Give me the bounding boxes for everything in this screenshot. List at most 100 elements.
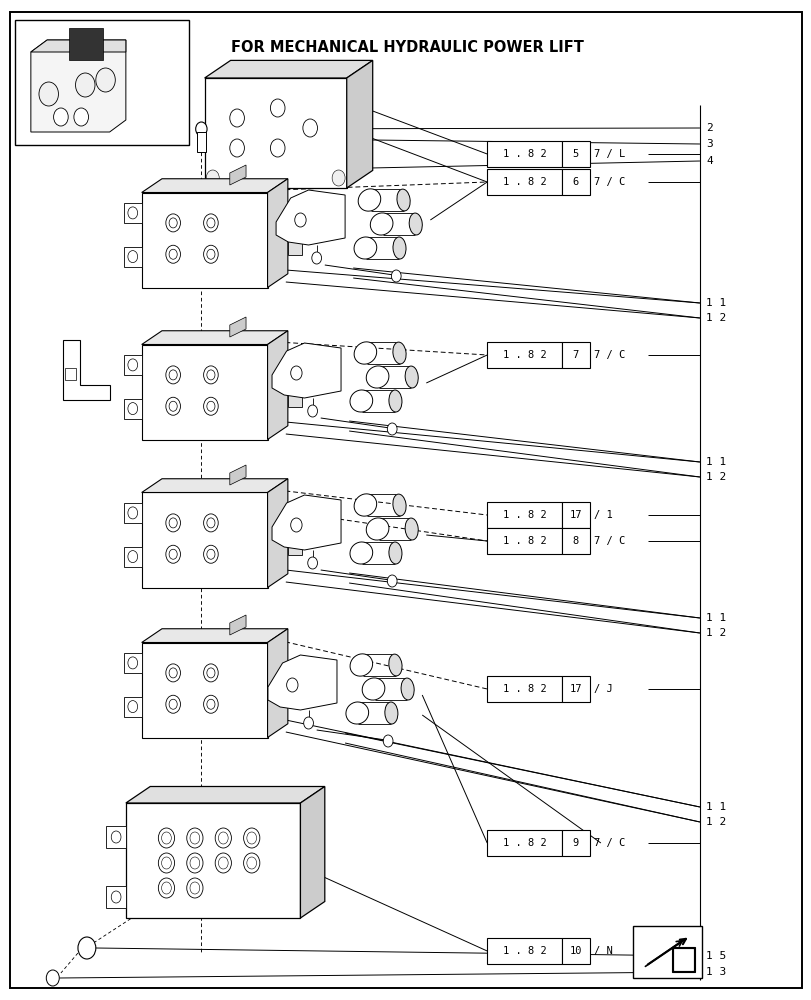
Circle shape — [243, 828, 260, 848]
Bar — [288, 685, 303, 705]
Circle shape — [187, 878, 203, 898]
Circle shape — [286, 678, 298, 692]
Text: 1 . 8 2: 1 . 8 2 — [502, 510, 546, 520]
Circle shape — [169, 549, 177, 559]
Text: FOR MECHANICAL HYDRAULIC POWER LIFT: FOR MECHANICAL HYDRAULIC POWER LIFT — [231, 39, 584, 54]
Ellipse shape — [354, 237, 376, 259]
Text: 5: 5 — [572, 149, 578, 159]
Polygon shape — [268, 655, 337, 710]
Bar — [288, 235, 303, 255]
Circle shape — [128, 701, 137, 713]
Ellipse shape — [366, 518, 388, 540]
Circle shape — [128, 403, 137, 415]
Circle shape — [190, 832, 200, 844]
Circle shape — [204, 695, 218, 713]
Ellipse shape — [350, 654, 372, 676]
Ellipse shape — [366, 366, 388, 388]
Circle shape — [290, 518, 302, 532]
Bar — [673, 949, 693, 970]
Ellipse shape — [405, 366, 418, 388]
Text: 1 1: 1 1 — [706, 298, 726, 308]
Circle shape — [215, 853, 231, 873]
Polygon shape — [141, 492, 268, 587]
Polygon shape — [204, 60, 372, 78]
Ellipse shape — [388, 390, 401, 412]
Text: 9: 9 — [572, 838, 578, 848]
Circle shape — [169, 370, 177, 380]
Bar — [487, 676, 561, 702]
Polygon shape — [268, 629, 288, 738]
Circle shape — [307, 405, 317, 417]
Circle shape — [303, 119, 317, 137]
Circle shape — [128, 251, 137, 263]
Ellipse shape — [358, 189, 380, 211]
Polygon shape — [126, 786, 324, 803]
Bar — [487, 141, 561, 167]
Bar — [561, 528, 589, 554]
Circle shape — [270, 99, 285, 117]
Ellipse shape — [370, 213, 393, 235]
Ellipse shape — [362, 678, 384, 700]
Circle shape — [190, 857, 200, 869]
Circle shape — [204, 366, 218, 384]
Polygon shape — [268, 179, 288, 288]
Circle shape — [111, 831, 121, 843]
Polygon shape — [63, 340, 110, 400]
Polygon shape — [141, 192, 268, 288]
Circle shape — [165, 545, 180, 563]
Circle shape — [128, 207, 137, 219]
Polygon shape — [300, 786, 324, 918]
Text: 8: 8 — [572, 536, 578, 546]
Polygon shape — [123, 247, 141, 267]
Text: 1 1: 1 1 — [706, 457, 726, 467]
Circle shape — [187, 853, 203, 873]
Circle shape — [169, 699, 177, 709]
Bar — [487, 938, 561, 964]
Text: 7 / C: 7 / C — [594, 177, 624, 187]
Text: 1 2: 1 2 — [706, 313, 726, 323]
Bar — [561, 169, 589, 195]
Circle shape — [165, 695, 180, 713]
Circle shape — [290, 366, 302, 380]
Text: 1 . 8 2: 1 . 8 2 — [502, 684, 546, 694]
Circle shape — [230, 109, 244, 127]
Circle shape — [303, 717, 313, 729]
Bar — [288, 535, 303, 555]
Ellipse shape — [345, 702, 368, 724]
Polygon shape — [141, 179, 288, 192]
Bar — [15, 20, 189, 145]
Text: 1 . 8 2: 1 . 8 2 — [502, 946, 546, 956]
Bar — [487, 830, 561, 856]
Circle shape — [158, 828, 174, 848]
Circle shape — [215, 828, 231, 848]
Circle shape — [206, 170, 219, 186]
Circle shape — [190, 882, 200, 894]
Bar — [487, 502, 561, 528]
Text: / 1: / 1 — [594, 510, 612, 520]
Circle shape — [204, 664, 218, 682]
Polygon shape — [123, 547, 141, 567]
Circle shape — [207, 218, 215, 228]
Polygon shape — [268, 479, 288, 587]
Ellipse shape — [397, 189, 410, 211]
Bar — [561, 938, 589, 964]
Circle shape — [128, 657, 137, 669]
Circle shape — [46, 970, 59, 986]
Bar — [69, 28, 103, 60]
Ellipse shape — [393, 237, 406, 259]
Circle shape — [158, 853, 174, 873]
Text: 1 . 8 2: 1 . 8 2 — [502, 149, 546, 159]
Circle shape — [391, 270, 401, 282]
Circle shape — [243, 853, 260, 873]
Circle shape — [161, 882, 171, 894]
Circle shape — [78, 937, 96, 959]
Polygon shape — [123, 503, 141, 523]
Circle shape — [294, 213, 306, 227]
Polygon shape — [123, 355, 141, 375]
Circle shape — [218, 857, 228, 869]
Polygon shape — [230, 317, 246, 337]
Circle shape — [128, 551, 137, 563]
Text: 17: 17 — [569, 684, 581, 694]
Ellipse shape — [354, 494, 376, 516]
Text: 7 / C: 7 / C — [594, 536, 624, 546]
